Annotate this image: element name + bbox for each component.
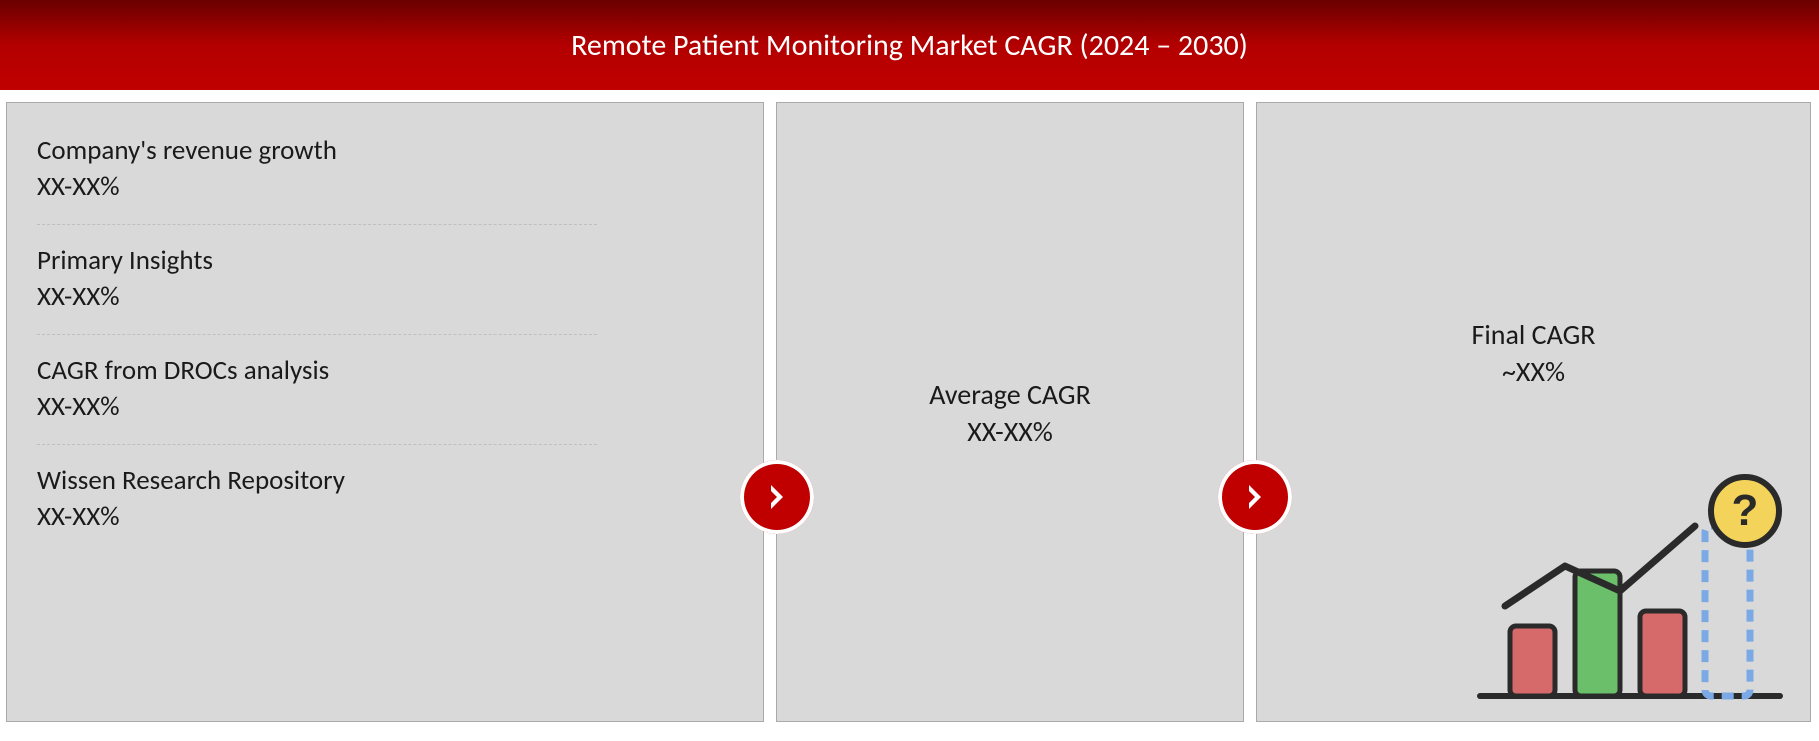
panel-final: Final CAGR ~XX% ? [1256,102,1811,722]
input-item-value: XX-XX% [37,499,733,535]
header-bar: Remote Patient Monitoring Market CAGR (2… [0,0,1819,90]
divider [37,334,597,335]
chart-question-icon: ? [1470,471,1790,711]
input-item-value: XX-XX% [37,169,733,205]
divider [37,444,597,445]
panels-row: Company's revenue growth XX-XX% Primary … [0,90,1819,730]
arrow-right-icon [740,460,814,534]
input-item-label: CAGR from DROCs analysis [37,353,733,389]
divider [37,224,597,225]
input-item-label: Primary Insights [37,243,733,279]
input-item: Wissen Research Repository XX-XX% [37,463,733,536]
input-item-label: Wissen Research Repository [37,463,733,499]
panel-average: Average CAGR XX-XX% [776,102,1244,722]
input-item-value: XX-XX% [37,389,733,425]
average-value: XX-XX% [967,414,1053,449]
final-label: Final CAGR [1472,315,1596,354]
input-item: Primary Insights XX-XX% [37,243,733,316]
input-item-label: Company's revenue growth [37,133,733,169]
panel-inputs: Company's revenue growth XX-XX% Primary … [6,102,764,722]
svg-text:?: ? [1732,486,1759,535]
arrow-right-icon [1218,460,1292,534]
input-item-value: XX-XX% [37,279,733,315]
header-title: Remote Patient Monitoring Market CAGR (2… [571,27,1248,64]
input-item: CAGR from DROCs analysis XX-XX% [37,353,733,426]
final-value: ~XX% [1502,354,1565,389]
input-item: Company's revenue growth XX-XX% [37,133,733,206]
average-label: Average CAGR [929,375,1091,414]
